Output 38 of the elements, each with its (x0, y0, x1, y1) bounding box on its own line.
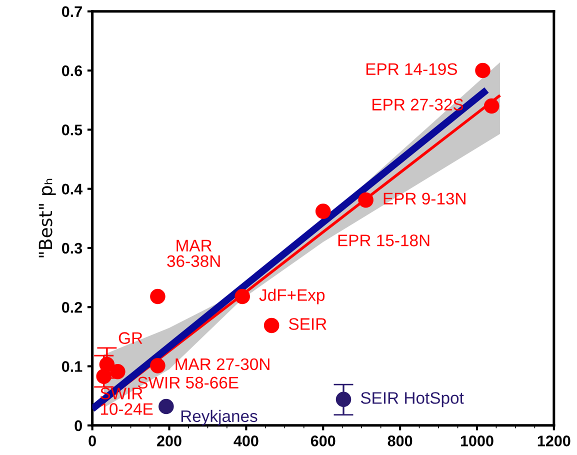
annotation: SEIR (289, 318, 326, 330)
point (484, 98, 500, 114)
annotation: MAR 36-38N (167, 240, 220, 268)
annotation: Reykjanes (181, 410, 258, 426)
y-tick-label: 0.6 (62, 65, 82, 76)
annotation: MAR 27-30N (176, 358, 270, 370)
x-tick-label: 800 (388, 436, 412, 446)
point (150, 358, 166, 374)
annotation: EPR 14-19S (366, 63, 457, 75)
point (158, 398, 174, 414)
point (315, 204, 331, 219)
y-axis-title: "Best" pₕ (38, 178, 56, 258)
x-tick-label: 200 (157, 436, 182, 446)
y-tick-label: 0.4 (62, 184, 83, 195)
annotation: JdF+Exp (259, 288, 325, 304)
point (264, 318, 280, 334)
point (358, 192, 374, 208)
annotation: SWIR 58-66E (138, 376, 238, 389)
point (475, 62, 490, 78)
y-tick-label: 0.2 (62, 302, 82, 313)
annotation: EPR 15-18N (338, 234, 430, 246)
point (110, 364, 126, 380)
annotation: EPR 27-32S (372, 98, 464, 110)
annotation: SEIR HotSpot (360, 392, 464, 408)
x-tick-label: 1200 (538, 436, 570, 446)
y-tick-label: 0.5 (62, 124, 82, 136)
x-tick-label: 600 (310, 436, 336, 446)
x-tick-label: 0 (88, 436, 96, 446)
x-tick-label: 400 (234, 436, 258, 446)
y-tick-label: 0.7 (62, 6, 82, 18)
annotation: EPR 9-13N (384, 192, 466, 205)
x-tick-label: 1000 (460, 436, 494, 446)
point (234, 288, 250, 304)
y-tick-label: 0.3 (62, 242, 82, 254)
point (150, 288, 166, 304)
y-tick-label: 0.1 (62, 361, 82, 372)
y-tick-label: 0 (74, 420, 82, 432)
annotation: GR (118, 332, 142, 344)
